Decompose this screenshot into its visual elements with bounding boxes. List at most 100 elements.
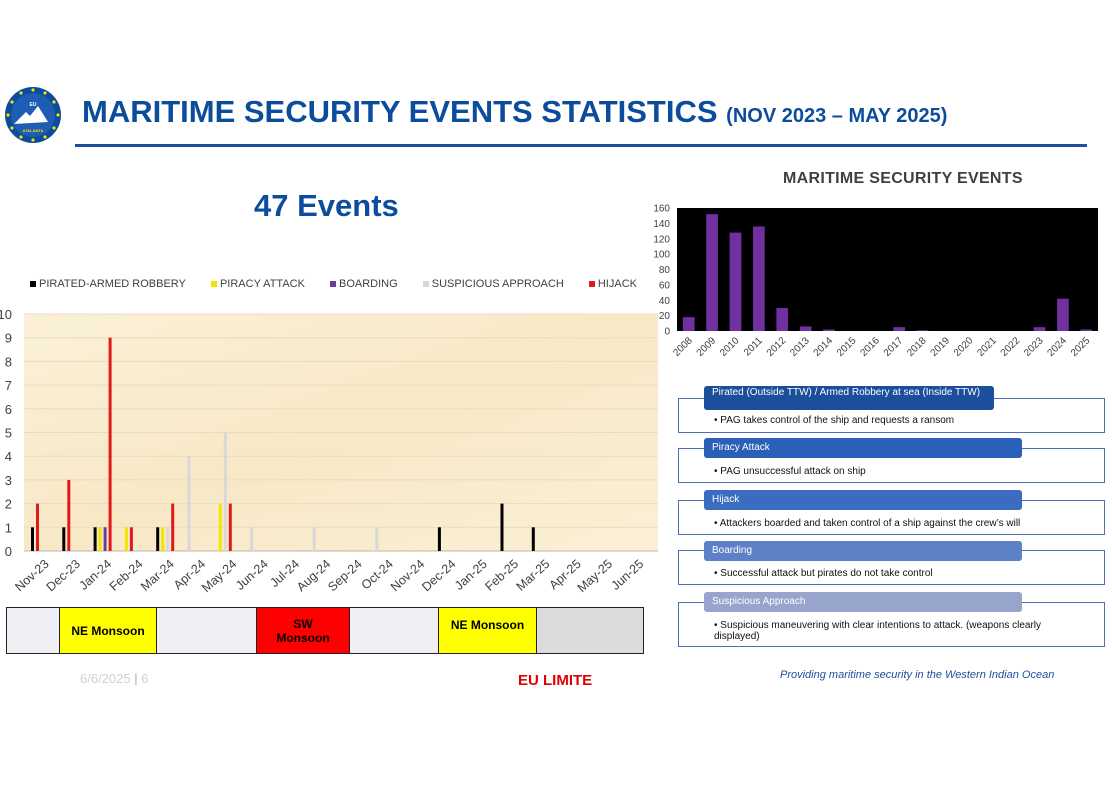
bar-piracy-attack (218, 503, 222, 551)
y-tick-label: 7 (5, 378, 12, 393)
bar-suspicious-approach (250, 527, 254, 551)
annual-bar (1033, 327, 1046, 331)
monsoon-strip: NE Monsoon SW Monsoon NE Monsoon (6, 607, 644, 654)
legend-label-hijack: HIJACK (597, 278, 637, 290)
annual-x-tick-label: 2016 (858, 335, 882, 359)
annual-y-tick-label: 120 (653, 234, 670, 245)
eu-navfor-logo: EU ATALANTA (5, 87, 61, 143)
annual-x-tick-label: 2008 (671, 335, 695, 359)
page-title-period: (NOV 2023 – MAY 2025) (726, 105, 948, 127)
legend-swatch-pirated (30, 281, 36, 287)
x-tick-label: Sep-24 (325, 557, 364, 594)
annual-x-tick-label: 2017 (882, 335, 906, 359)
footer-tagline: Providing maritime security in the Weste… (780, 669, 1055, 681)
annual-bar (916, 330, 929, 331)
annual-y-tick-label: 20 (659, 311, 671, 322)
annual-x-tick-label: 2015 (835, 335, 859, 359)
bar-suspicious-approach (312, 527, 316, 551)
footer-date: 6/6/2025 | 6 (80, 671, 148, 686)
bar-suspicious-approach (187, 456, 191, 551)
annual-x-tick-label: 2024 (1046, 335, 1070, 359)
annual-bar (823, 329, 835, 331)
definition-text-boarding: Successful attack but pirates do not tak… (720, 568, 933, 579)
y-tick-label: 8 (5, 354, 12, 369)
definition-body-hijack: • Attackers boarded and taken control of… (714, 518, 1021, 529)
annual-bar (753, 226, 765, 331)
bar-boarding (103, 527, 107, 551)
x-tick-label: Aug-24 (294, 557, 333, 594)
page-title-main: MARITIME SECURITY EVENTS STATISTICS (82, 94, 718, 129)
monsoon-cell-ne-2: NE Monsoon (439, 608, 537, 653)
definition-head-hijack: Hijack (704, 490, 1022, 510)
bar-pirated-armed-robbery (31, 527, 34, 551)
monsoon-cell-1 (7, 608, 60, 653)
annual-bar (799, 326, 812, 331)
legend-label-boarding: BOARDING (339, 278, 398, 290)
legend-swatch-hijack (588, 281, 595, 287)
x-tick-label: Mar-24 (138, 557, 177, 594)
annual-x-tick-label: 2009 (695, 335, 719, 359)
y-tick-label: 3 (5, 473, 12, 488)
legend-label-pirated: PIRATED-ARMED ROBBERY (39, 278, 186, 290)
bar-piracy-attack (98, 527, 102, 551)
annual-x-tick-label: 2023 (1022, 335, 1046, 359)
definition-text-pirated: PAG takes control of the ship and reques… (720, 415, 955, 426)
legend-swatch-boarding (330, 281, 336, 287)
footer-page-number: 6 (141, 671, 149, 686)
annual-plot-area (677, 208, 1098, 331)
annual-x-tick-label: 2014 (812, 335, 836, 359)
y-tick-label: 2 (5, 497, 12, 512)
y-tick-label: 1 (5, 520, 12, 535)
x-tick-label: Jun-25 (609, 557, 647, 593)
annual-x-tick-label: 2021 (975, 335, 999, 359)
legend-item-pirated: PIRATED-ARMED ROBBERY (30, 278, 186, 290)
definition-text-hijack: Attackers boarded and taken control of a… (719, 518, 1021, 529)
chart-legend: PIRATED-ARMED ROBBERY PIRACY ATTACK BOAR… (30, 278, 659, 290)
bar-suspicious-approach (375, 527, 379, 551)
legend-item-suspicious: SUSPICIOUS APPROACH (422, 278, 564, 290)
annual-y-tick-label: 140 (653, 219, 670, 230)
annual-y-tick-label: 60 (659, 280, 671, 291)
x-tick-label: Feb-25 (482, 557, 521, 594)
monsoon-cell-sw: SW Monsoon (257, 608, 350, 653)
annual-bar (1057, 298, 1069, 331)
definition-body-boarding: • Successful attack but pirates do not t… (714, 568, 933, 579)
annual-y-tick-label: 80 (659, 265, 671, 276)
monsoon-cell-3 (157, 608, 257, 653)
annual-chart-title: MARITIME SECURITY EVENTS (783, 170, 1023, 187)
bar-hijack (171, 503, 175, 551)
bar-suspicious-approach (223, 432, 227, 551)
legend-label-suspicious: SUSPICIOUS APPROACH (431, 278, 564, 290)
x-tick-label: Nov-24 (388, 557, 427, 594)
y-tick-label: 0 (5, 544, 12, 559)
y-tick-label: 10 (0, 307, 12, 322)
definition-body-piracy-attack: • PAG unsuccessful attack on ship (714, 466, 866, 477)
bar-piracy-attack (161, 527, 165, 551)
bar-hijack (36, 503, 39, 551)
annual-bar (706, 214, 718, 331)
annual-x-tick-label: 2011 (742, 335, 765, 358)
x-tick-label: Mar-25 (514, 557, 553, 594)
annual-y-tick-label: 100 (653, 250, 670, 261)
bar-piracy-attack (124, 527, 128, 551)
legend-item-boarding: BOARDING (330, 278, 398, 290)
logo-eu-text: EU (30, 102, 37, 108)
annual-y-tick-label: 160 (653, 204, 670, 215)
annual-x-tick-label: 2020 (952, 335, 976, 359)
annual-x-tick-label: 2025 (1069, 335, 1093, 359)
bar-hijack (108, 337, 112, 551)
x-tick-label: Nov-23 (12, 557, 51, 594)
x-tick-label: Dec-23 (44, 557, 83, 594)
x-tick-label: Dec-24 (419, 557, 458, 594)
annual-bar (729, 232, 742, 331)
x-tick-label: Jan-25 (452, 557, 490, 593)
legend-swatch-suspicious (422, 281, 429, 287)
bar-hijack (67, 479, 71, 551)
legend-item-hijack: HIJACK (588, 278, 637, 290)
classification-label: EU LIMITE (518, 672, 593, 689)
logo-atalanta-text: ATALANTA (23, 128, 44, 133)
bar-hijack (129, 527, 133, 551)
annual-bar (776, 307, 789, 331)
x-tick-label: Jun-24 (233, 557, 271, 593)
